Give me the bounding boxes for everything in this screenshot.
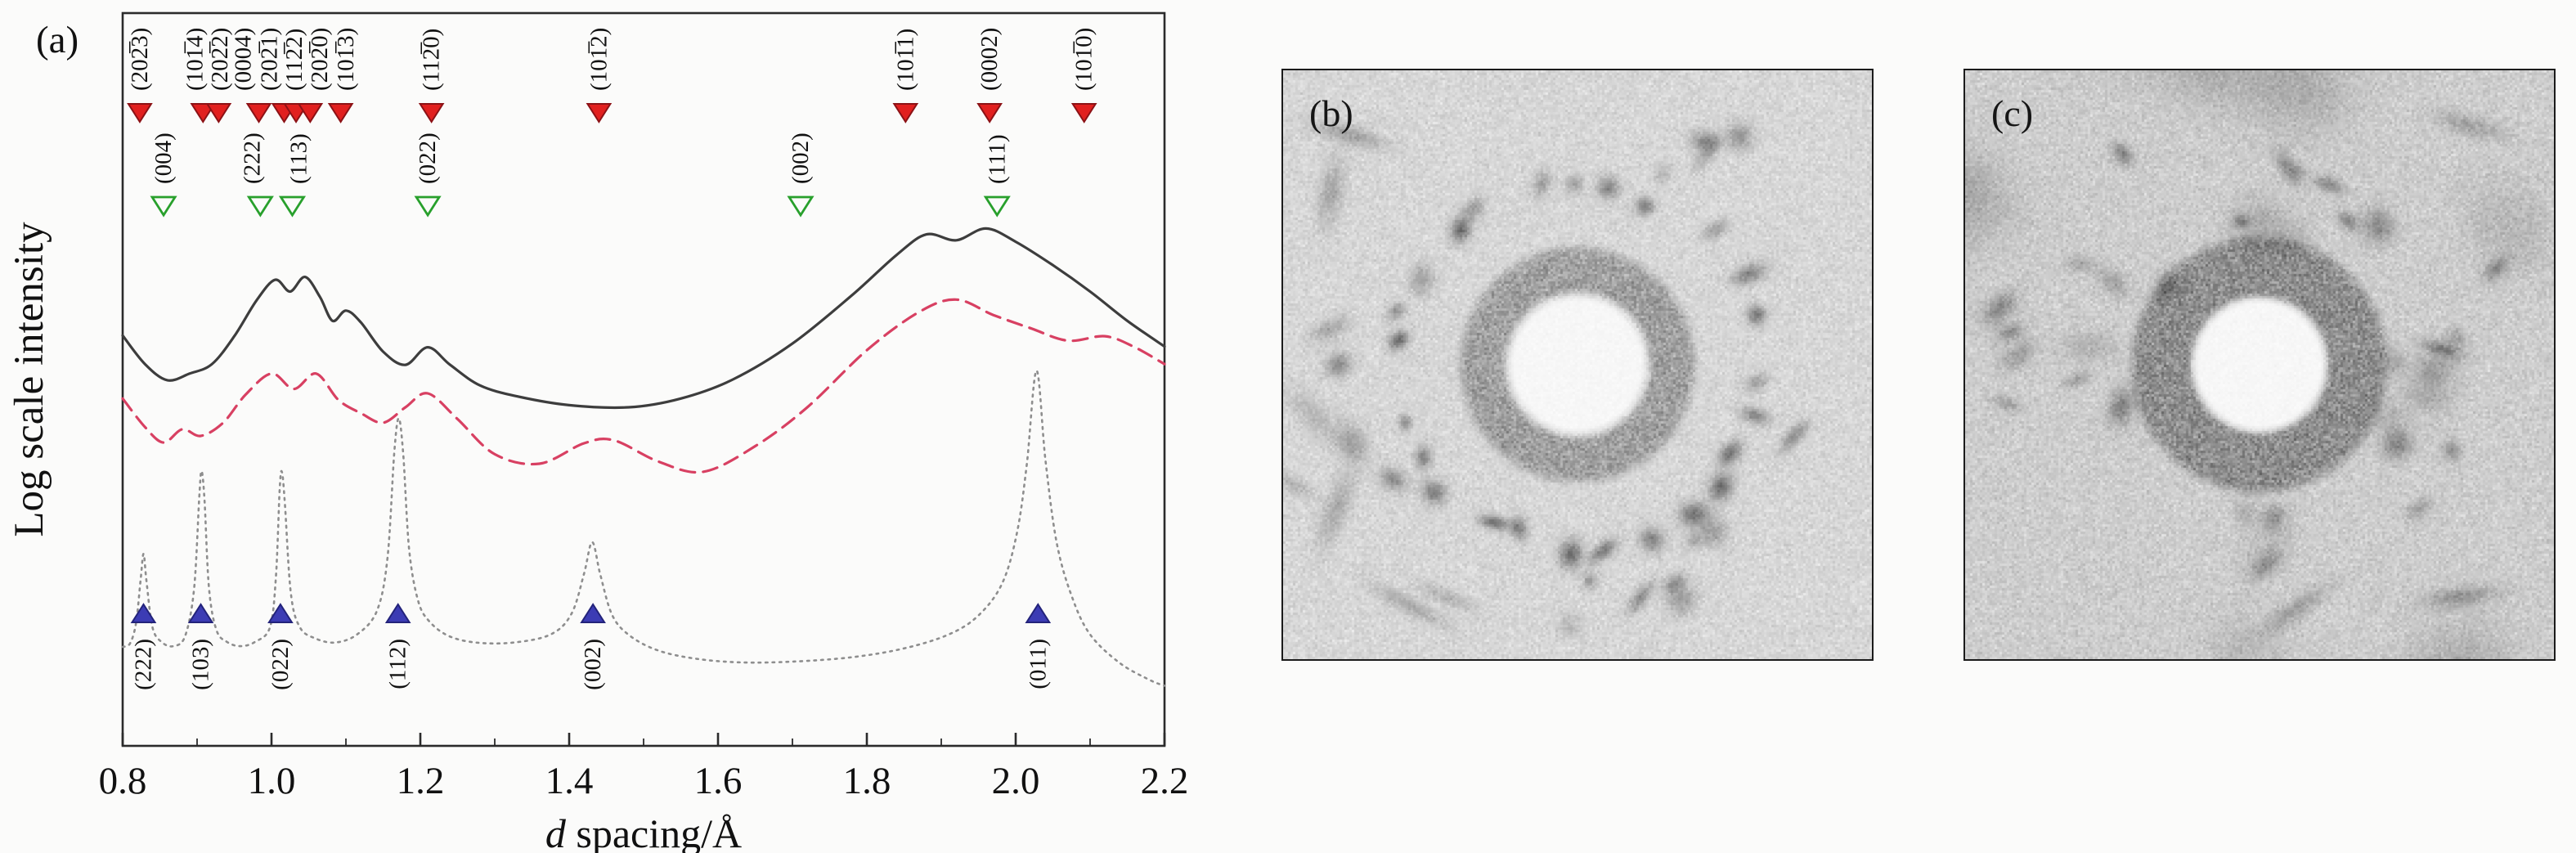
fcc-phase-green-marker xyxy=(414,195,442,218)
fcc-phase-green-marker xyxy=(983,195,1011,218)
hcp-phase-red-hkl-label: (0004) xyxy=(230,28,256,91)
hcp-phase-red-hkl-label: (101̅0) xyxy=(1071,28,1097,91)
plot-frame xyxy=(121,11,1166,747)
hcp-phase-red-hkl-label: (202̅3) xyxy=(127,28,153,91)
panel-a-label: (a) xyxy=(36,19,79,61)
x-tick-label: 2.2 xyxy=(1141,760,1189,802)
hcp-phase-red-marker xyxy=(892,103,919,123)
bcc-phase-blue-marker xyxy=(130,603,157,623)
hcp-phase-red-hkl-label: (101̅1) xyxy=(892,29,918,91)
bcc-phase-blue-hkl-label: (112) xyxy=(385,639,411,689)
hcp-phase-red-hkl-label: (101̅4) xyxy=(182,28,208,91)
bcc-phase-blue-hkl-label: (022) xyxy=(267,639,294,690)
x-axis-title: d spacing/Å xyxy=(545,810,742,853)
bcc-phase-blue-hkl-label: (222) xyxy=(130,639,156,690)
fcc-phase-green-hkl-label: (222) xyxy=(239,132,265,184)
hcp-phase-red-hkl-label: (101̅2) xyxy=(586,28,612,91)
hcp-phase-red-hkl-label: (202̅0) xyxy=(307,28,333,91)
hcp-phase-red-hkl-label: (112̅2) xyxy=(281,29,307,91)
x-tick-label: 1.6 xyxy=(694,760,743,802)
x-tick-label: 0.8 xyxy=(99,760,147,802)
bcc-phase-blue-marker xyxy=(267,603,294,623)
hcp-phase-red-marker xyxy=(297,103,324,123)
hcp-phase-red-marker xyxy=(418,103,445,123)
panel-c-label: (c) xyxy=(1991,92,2034,134)
hcp-phase-red-hkl-label: (112̅0) xyxy=(419,29,445,91)
hcp-phase-red-hkl-label: (101̅3) xyxy=(333,28,359,91)
bcc-phase-blue-hkl-label: (002) xyxy=(580,639,606,690)
d-spacing-intensity-chart: 0.8 1.0 1.2 1.4 1.6 1.8 2.0 2.2 d spacing/Å Log s… xyxy=(7,11,1189,853)
bcc-phase-blue-marker xyxy=(187,603,214,623)
fcc-phase-green-marker xyxy=(150,195,177,218)
x-tick-label: 2.0 xyxy=(992,760,1040,802)
x-tick-label: 1.8 xyxy=(843,760,891,802)
fcc-phase-green-hkl-label: (022) xyxy=(415,132,441,184)
electron-diffraction-image-b xyxy=(1283,70,1872,659)
hcp-phase-red-hkl-label: (202̅1) xyxy=(256,28,282,91)
hcp-phase-red-marker xyxy=(245,103,272,123)
hcp-phase-red-hkl-label: (202̅2) xyxy=(207,28,233,91)
series-pattern-middle-dashed xyxy=(121,298,1166,474)
fcc-phase-green-hkl-label: (113) xyxy=(286,133,312,184)
hcp-phase-red-marker xyxy=(586,103,613,123)
fcc-phase-green-marker xyxy=(278,195,307,218)
bcc-phase-blue-marker xyxy=(384,603,411,623)
x-tick-label: 1.0 xyxy=(248,760,296,802)
y-axis-title: Log scale intensity xyxy=(7,222,52,537)
hcp-phase-red-marker xyxy=(1070,103,1097,123)
series-pattern-top-solid xyxy=(121,227,1166,410)
electron-diffraction-image-c xyxy=(1965,70,2554,659)
fcc-phase-green-hkl-label: (004) xyxy=(150,132,177,184)
hcp-phase-red-marker xyxy=(976,103,1003,123)
panel-b-label: (b) xyxy=(1309,92,1353,134)
hcp-phase-red-hkl-label: (0002) xyxy=(976,28,1003,91)
fcc-phase-green-marker xyxy=(787,195,815,218)
fcc-phase-green-marker xyxy=(246,195,274,218)
bcc-phase-blue-hkl-label: (103) xyxy=(188,639,214,690)
x-tick-label: 1.2 xyxy=(397,760,445,802)
bcc-phase-blue-marker xyxy=(580,603,606,623)
bcc-phase-blue-hkl-label: (011) xyxy=(1025,639,1051,689)
panel-c-image: (c) xyxy=(1963,69,2556,661)
fcc-phase-green-hkl-label: (002) xyxy=(788,132,814,184)
series-pattern-bottom-dotted xyxy=(121,369,1166,687)
fcc-phase-green-hkl-label: (111) xyxy=(984,134,1010,184)
hcp-phase-red-marker xyxy=(327,103,354,123)
x-tick-label: 1.4 xyxy=(545,760,594,802)
bcc-phase-blue-marker xyxy=(1025,603,1052,623)
hcp-phase-red-marker xyxy=(190,103,217,123)
hcp-phase-red-marker xyxy=(205,103,232,123)
panel-b-image: (b) xyxy=(1281,69,1874,661)
hcp-phase-red-marker xyxy=(127,103,153,123)
